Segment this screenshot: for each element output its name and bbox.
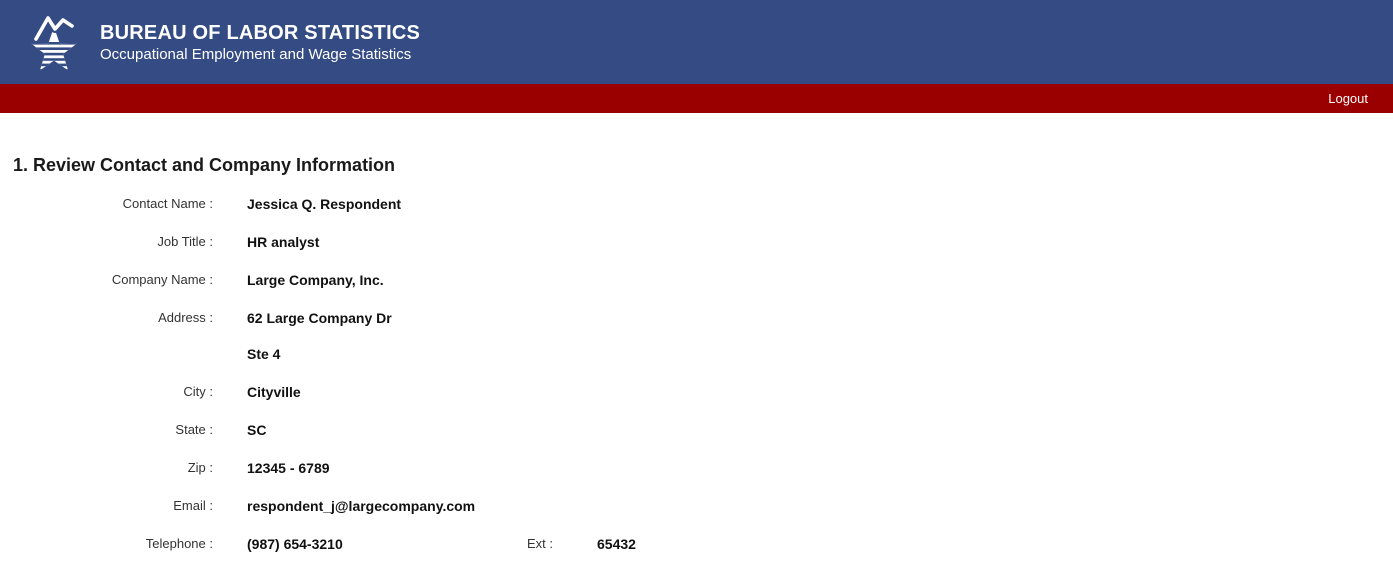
field-row-state: State : SC [0, 422, 1393, 438]
field-row-contact-name: Contact Name : Jessica Q. Respondent [0, 196, 1393, 212]
page-title: 1. Review Contact and Company Informatio… [13, 155, 396, 175]
zip-label: Zip : [187, 460, 213, 475]
job-title-value: HR analyst [247, 234, 320, 250]
logout-link[interactable]: Logout [1328, 91, 1368, 106]
ext-value: 65432 [597, 536, 636, 552]
address-line1: 62 Large Company Dr [247, 310, 392, 326]
field-row-email: Email : respondent_j@largecompany.com [0, 498, 1393, 514]
ext-label: Ext : [527, 536, 554, 551]
contact-name-label: Contact Name : [122, 196, 213, 211]
top-nav-bar: Logout [0, 84, 1393, 113]
field-row-job-title: Job Title : HR analyst [0, 234, 1393, 250]
company-name-label: Company Name : [111, 272, 213, 287]
field-row-telephone: Telephone : (987) 654-3210 Ext : 65432 [0, 536, 1393, 552]
address-line2: Ste 4 [247, 346, 281, 362]
email-label: Email : [173, 498, 213, 513]
telephone-value: (987) 654-3210 [247, 536, 343, 552]
banner-text-block: BUREAU OF LABOR STATISTICS Occupational … [100, 21, 420, 64]
bls-star-logo-icon [28, 11, 84, 75]
survey-subtitle: Occupational Employment and Wage Statist… [100, 45, 412, 63]
company-name-value: Large Company, Inc. [247, 272, 384, 288]
field-row-company-name: Company Name : Large Company, Inc. [0, 272, 1393, 288]
state-value: SC [247, 422, 267, 438]
agency-title: BUREAU OF LABOR STATISTICS [100, 21, 421, 44]
zip-value: 12345 - 6789 [247, 460, 330, 476]
main-content: 1. Review Contact and Company Informatio… [0, 113, 1393, 551]
city-value: Cityville [247, 384, 301, 400]
app-header: BUREAU OF LABOR STATISTICS Occupational … [0, 0, 1393, 84]
field-row-city: City : Cityville [0, 384, 1393, 400]
city-label: City : [183, 384, 213, 399]
field-row-zip: Zip : 12345 - 6789 [0, 460, 1393, 476]
address-value: 62 Large Company Dr Ste 4 [247, 311, 392, 361]
email-value: respondent_j@largecompany.com [247, 498, 476, 514]
job-title-label: Job Title : [157, 234, 213, 249]
state-label: State : [175, 422, 213, 437]
field-row-address: Address : 62 Large Company Dr Ste 4 [0, 310, 1393, 362]
contact-info-list: Contact Name : Jessica Q. Respondent Job… [0, 196, 1393, 552]
telephone-label: Telephone : [145, 536, 213, 551]
address-label: Address : [158, 310, 213, 325]
contact-name-value: Jessica Q. Respondent [247, 196, 402, 212]
